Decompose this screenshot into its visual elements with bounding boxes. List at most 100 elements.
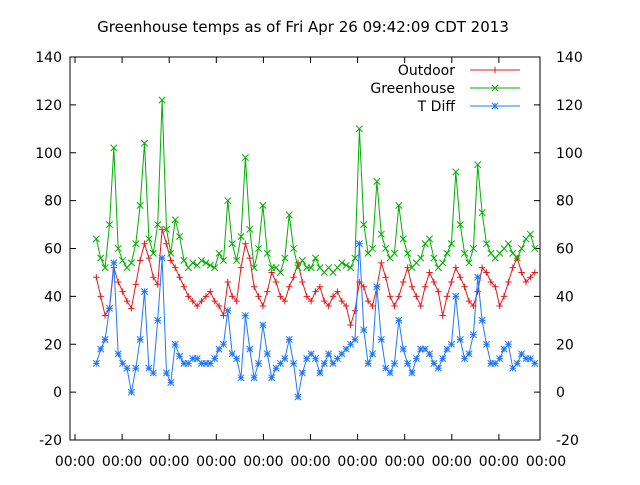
data-point [167, 257, 175, 264]
axes: -20 0 20 40 60 80 100 120 140 -20 0 20 40 60 80 100 120 1… [35, 50, 582, 470]
data-point [325, 350, 333, 358]
chart-title: Greenhouse temps as of Fri Apr 26 09:42:… [97, 18, 509, 36]
data-point [206, 261, 214, 269]
data-point [509, 364, 517, 372]
data-point [123, 364, 131, 372]
data-point [526, 230, 534, 238]
data-point [469, 244, 477, 253]
data-point [461, 249, 469, 257]
data-point [378, 259, 385, 267]
data-point [526, 355, 534, 363]
data-point [391, 302, 398, 310]
data-point [482, 340, 491, 348]
data-point [369, 302, 376, 310]
data-point [184, 359, 192, 367]
data-point [172, 264, 179, 271]
data-point [311, 355, 320, 363]
data-point [93, 274, 100, 281]
data-point [101, 312, 109, 319]
data-point [277, 293, 284, 300]
data-point [417, 302, 424, 310]
data-point [417, 254, 425, 262]
data-point [180, 359, 188, 367]
y2-tick-label: 80 [556, 194, 574, 210]
data-point [461, 355, 469, 363]
data-point [224, 278, 232, 286]
y-tick-label: -20 [39, 433, 62, 449]
data-point [250, 283, 258, 290]
plot-frame [69, 56, 541, 441]
data-point [202, 293, 210, 300]
data-point [307, 264, 315, 272]
y2-tick-label: 140 [556, 50, 583, 66]
data-point [285, 335, 293, 344]
y-tick-label: 40 [44, 289, 62, 305]
data-point [342, 345, 350, 353]
data-point [167, 378, 175, 387]
data-point [281, 355, 289, 363]
data-point [474, 161, 482, 169]
data-point [531, 244, 539, 253]
data-point [395, 201, 403, 209]
data-point [298, 369, 306, 377]
data-point [158, 96, 166, 104]
data-point [496, 355, 504, 363]
data-point [408, 283, 416, 290]
series-line [95, 243, 536, 397]
data-point [504, 240, 512, 248]
data-point [527, 274, 534, 281]
data-point [347, 340, 355, 348]
data-point [518, 269, 525, 276]
data-point [364, 359, 372, 367]
data-point [136, 257, 144, 264]
data-point [447, 240, 455, 248]
y2-tick-label: 120 [556, 98, 583, 114]
series-line [95, 229, 536, 328]
data-point [404, 359, 412, 367]
data-point [412, 355, 420, 363]
data-point [140, 288, 149, 296]
y-tick-label: 120 [35, 98, 62, 114]
data-point [465, 259, 473, 267]
data-point [263, 350, 271, 358]
data-point [105, 221, 114, 229]
data-point [333, 355, 341, 363]
x-tick-label: 00:00 [479, 454, 519, 470]
data-point [390, 359, 398, 367]
data-point [276, 359, 285, 367]
data-point [351, 254, 359, 262]
data-point [338, 259, 346, 267]
data-point [97, 345, 105, 353]
data-point [237, 374, 245, 382]
data-point [338, 350, 346, 358]
y-tick-label: 60 [44, 242, 62, 258]
data-point [246, 345, 254, 353]
data-point [430, 278, 438, 286]
data-point [149, 249, 157, 257]
data-point [404, 264, 411, 271]
data-point [189, 297, 196, 305]
data-point [219, 256, 228, 265]
data-point [487, 359, 495, 367]
data-point [233, 355, 241, 363]
data-point [478, 264, 486, 271]
data-point [452, 168, 460, 176]
data-point [250, 264, 258, 272]
data-point [338, 297, 346, 305]
data-point [307, 350, 315, 358]
data-point [272, 278, 280, 286]
data-point [114, 244, 122, 253]
y2-tick-label: 0 [556, 385, 565, 401]
data-point [303, 293, 310, 300]
data-point [254, 244, 263, 253]
data-point [421, 345, 429, 353]
data-point [469, 331, 477, 339]
data-point [202, 259, 210, 267]
data-point [312, 288, 319, 295]
data-point [215, 345, 223, 353]
x-tick-label: 00:00 [526, 454, 566, 470]
data-point [189, 259, 197, 267]
data-point [316, 369, 324, 377]
x-tick-label: 00:00 [432, 454, 472, 470]
